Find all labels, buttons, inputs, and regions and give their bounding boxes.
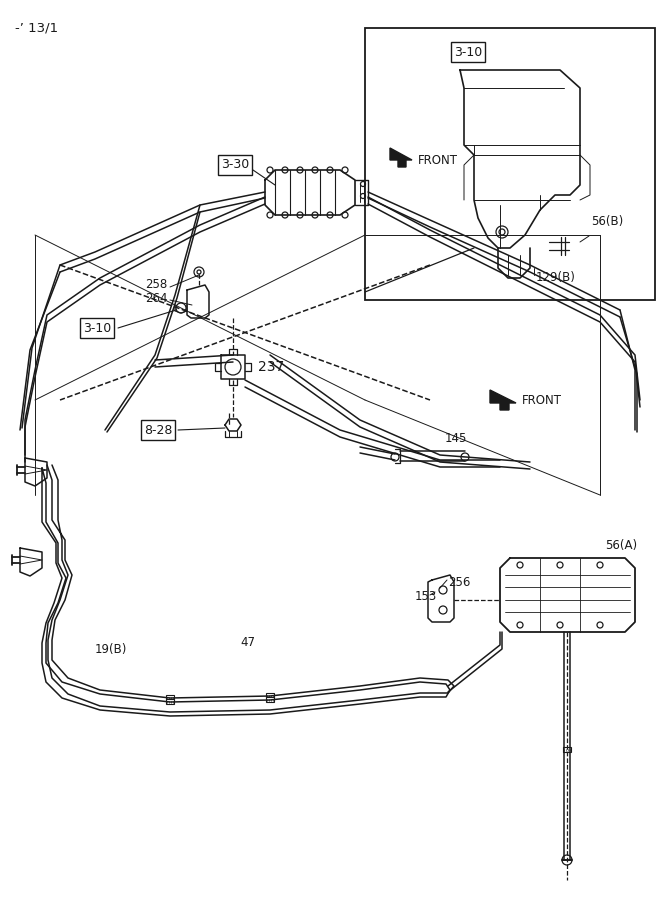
- Text: 3-30: 3-30: [221, 158, 249, 172]
- Bar: [166, 695, 174, 700]
- Text: 264: 264: [145, 292, 167, 304]
- Bar: [365, 28, 655, 300]
- Text: 8-28: 8-28: [144, 424, 172, 436]
- Text: 129(B): 129(B): [536, 272, 576, 284]
- Bar: [266, 697, 274, 702]
- Bar: [563, 747, 571, 752]
- Text: 258: 258: [145, 278, 167, 292]
- Text: 19(B): 19(B): [95, 644, 127, 656]
- Text: 145: 145: [445, 433, 468, 446]
- Text: FRONT: FRONT: [418, 154, 458, 166]
- Text: 3-10: 3-10: [454, 46, 482, 58]
- Bar: [166, 699, 174, 704]
- Polygon shape: [490, 390, 516, 410]
- Text: 47: 47: [240, 635, 255, 649]
- Text: 56(B): 56(B): [591, 215, 623, 229]
- Text: 153: 153: [415, 590, 438, 602]
- Text: 256: 256: [448, 575, 470, 589]
- Text: 237: 237: [258, 360, 284, 374]
- Bar: [266, 693, 274, 698]
- Text: 56(A): 56(A): [605, 538, 637, 552]
- Text: 3-10: 3-10: [83, 321, 111, 335]
- Polygon shape: [390, 148, 412, 167]
- Text: -’ 13/1: -’ 13/1: [15, 22, 58, 34]
- Text: FRONT: FRONT: [522, 393, 562, 407]
